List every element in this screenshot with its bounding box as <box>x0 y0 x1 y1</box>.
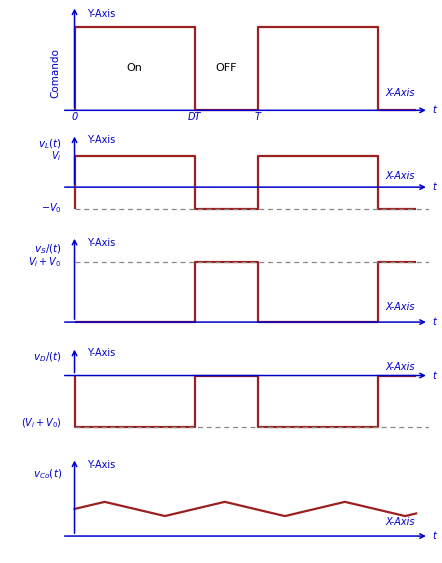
Text: X-Axis: X-Axis <box>385 171 415 181</box>
Text: DT: DT <box>188 112 202 122</box>
Text: Y-Axis: Y-Axis <box>87 135 115 145</box>
Text: $v_L(t)$: $v_L(t)$ <box>38 138 62 151</box>
Text: $V_i + V_0$: $V_i + V_0$ <box>28 255 62 269</box>
Text: Y-Axis: Y-Axis <box>87 347 115 358</box>
Text: X-Axis: X-Axis <box>385 362 415 372</box>
Text: $-V_0$: $-V_0$ <box>41 202 62 216</box>
Text: Comando: Comando <box>50 48 61 97</box>
Text: t: t <box>432 182 436 192</box>
Text: t: t <box>432 317 436 327</box>
Text: X-Axis: X-Axis <box>385 302 415 312</box>
Text: On: On <box>127 64 143 73</box>
Text: $v_S/(t)$: $v_S/(t)$ <box>34 243 62 256</box>
Text: $(V_i + V_0)$: $(V_i + V_0)$ <box>21 416 62 430</box>
Text: OFF: OFF <box>216 64 237 73</box>
Text: T: T <box>255 112 261 122</box>
Text: Y-Axis: Y-Axis <box>87 239 115 248</box>
Text: X-Axis: X-Axis <box>385 517 415 526</box>
Text: Y-Axis: Y-Axis <box>87 460 115 470</box>
Text: 0: 0 <box>72 112 78 122</box>
Text: X-Axis: X-Axis <box>385 88 415 98</box>
Text: $V_i$: $V_i$ <box>51 149 62 163</box>
Text: t: t <box>432 105 436 115</box>
Text: $v_D/(t)$: $v_D/(t)$ <box>33 350 62 364</box>
Text: t: t <box>432 370 436 381</box>
Text: Y-Axis: Y-Axis <box>87 9 115 19</box>
Text: t: t <box>432 531 436 541</box>
Text: $v_{Co}(t)$: $v_{Co}(t)$ <box>33 467 62 481</box>
